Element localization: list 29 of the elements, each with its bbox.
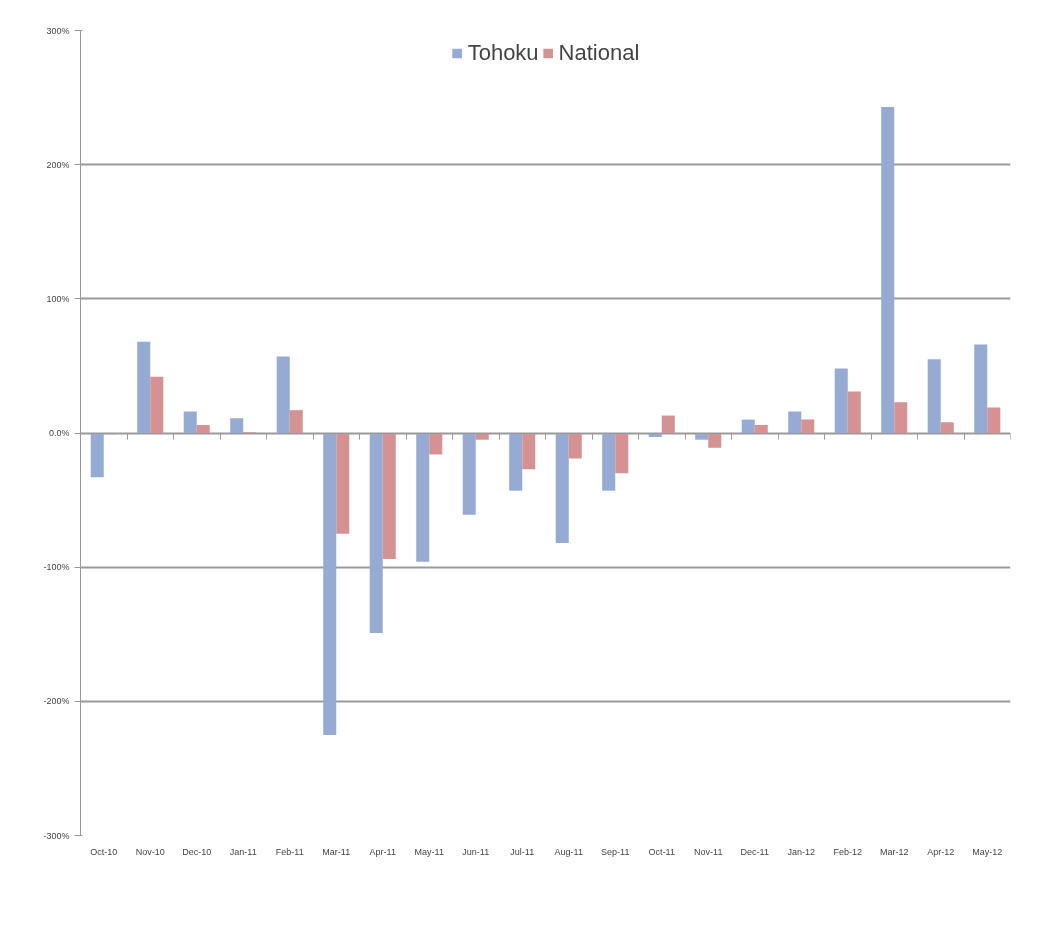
x-tick-label: Jan-11 (229, 846, 257, 857)
x-tick-label: Jan-12 (787, 846, 816, 857)
x-tick-label: May-11 (414, 846, 444, 857)
x-tick-label: Dec-10 (182, 846, 212, 857)
x-tick-label: Nov-11 (694, 846, 723, 857)
y-tick-label: 300% (46, 25, 70, 36)
x-tick-label: Aug-11 (554, 846, 583, 857)
legend-label: National (558, 40, 640, 66)
y-tick-label: 0.0% (48, 428, 70, 438)
y-tick-label: -200% (43, 696, 70, 707)
x-tick-label: Mar-11 (322, 846, 351, 857)
x-tick-label: Feb-12 (833, 846, 863, 857)
x-tick-label: Feb-11 (275, 846, 304, 857)
y-tick-label: 200% (46, 159, 70, 170)
x-tick-label: Apr-11 (369, 846, 396, 857)
x-tick-label: Mar-12 (880, 846, 909, 857)
x-tick-label: Apr-12 (927, 846, 955, 857)
x-tick-label: Dec-11 (740, 846, 769, 857)
y-tick-label: 100% (46, 293, 70, 304)
x-tick-label: May-12 (972, 846, 1003, 857)
x-tick-label: Jul-11 (510, 846, 535, 857)
x-tick-label: Sep-11 (601, 846, 630, 857)
x-tick-label: Jun-11 (462, 846, 490, 857)
y-tick-label: -300% (43, 830, 70, 841)
legend-label: Tohoku (467, 40, 539, 66)
x-tick-label: Oct-11 (648, 846, 675, 857)
x-tick-label: Nov-10 (135, 846, 165, 857)
y-tick-label: -100% (43, 562, 70, 573)
x-tick-label: Oct-10 (90, 846, 118, 857)
